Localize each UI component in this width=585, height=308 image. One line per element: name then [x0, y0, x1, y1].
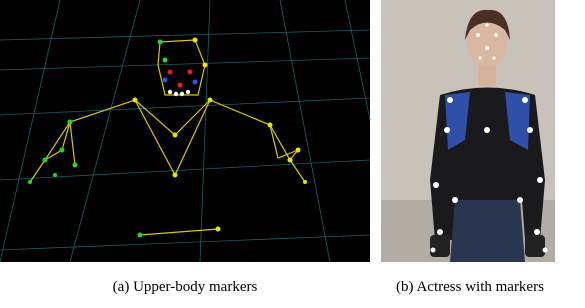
figure: (a) Upper-body markers (b) Actress with …	[0, 0, 585, 303]
caption: (a) Upper-body markers	[113, 279, 258, 295]
actress-photo	[381, 0, 585, 262]
marker-view	[0, 0, 370, 262]
page: (a) Upper-body markers (b) Actress with …	[0, 0, 585, 303]
caption: (b) Actress with markers	[396, 279, 544, 295]
